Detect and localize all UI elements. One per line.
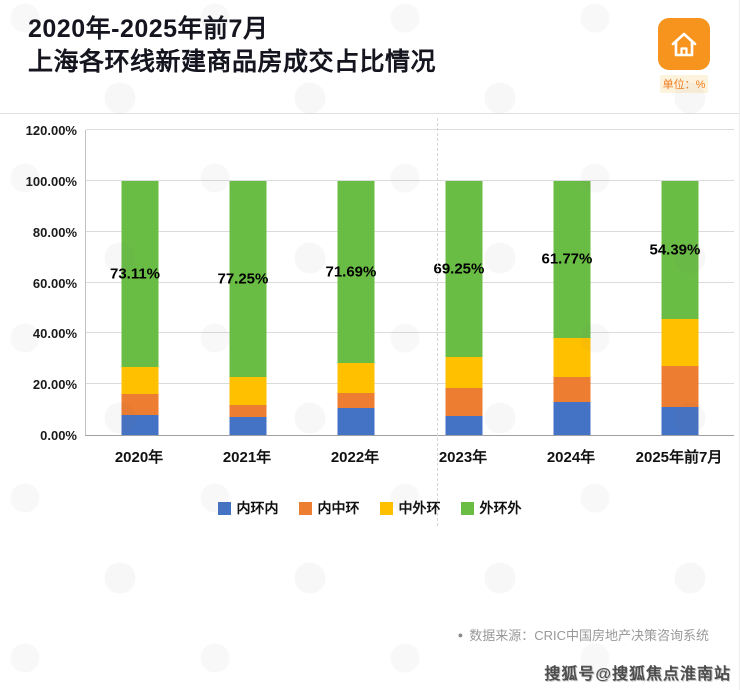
bar-segment-middle-outer-ring [553, 337, 591, 377]
source-text: 数据来源：CRIC中国房地产决策咨询系统 [469, 628, 709, 643]
legend-swatch [217, 501, 231, 515]
bar-segment-inner-middle-ring [229, 404, 267, 418]
bar-segment-inner-ring [337, 408, 375, 435]
bar-segment-middle-outer-ring [337, 363, 375, 394]
bar-value-label: 71.69% [325, 263, 377, 281]
bar-segment-inner-middle-ring [121, 394, 159, 415]
unit-label: 单位：% [659, 75, 709, 93]
bar-segment-middle-outer-ring [121, 366, 159, 395]
bar-group-2021年: 77.25% [194, 130, 302, 435]
legend-item-middle-outer-ring: 中外环 [379, 498, 441, 518]
bar-segment-inner-middle-ring [445, 388, 483, 416]
bar-segment-outer-ring [661, 180, 699, 320]
bar-segment-outer-ring [229, 180, 267, 378]
bar-segment-inner-ring [661, 407, 699, 435]
stacked-bar [229, 180, 267, 435]
bar-value-label: 61.77% [541, 250, 593, 268]
bars: 73.11% 77.25% 71.69% 69.25% 61.77% 54.39% [86, 130, 734, 435]
y-axis-label: 0.00% [40, 428, 77, 443]
fold-line-artifact [437, 118, 438, 526]
legend-label: 内环内 [236, 500, 279, 516]
stacked-bar [553, 180, 591, 435]
legend-label: 内中环 [317, 500, 360, 516]
legend-item-outer-ring: 外环外 [460, 498, 522, 518]
bar-segment-inner-middle-ring [661, 366, 699, 408]
bar-segment-inner-ring [553, 401, 591, 435]
bar-value-label: 54.39% [649, 241, 701, 259]
bar-segment-inner-ring [229, 417, 267, 435]
header-divider [0, 113, 739, 114]
bar-segment-outer-ring [445, 180, 483, 357]
bar-value-label: 69.25% [433, 260, 485, 278]
bar-segment-middle-outer-ring [445, 356, 483, 388]
bar-segment-inner-middle-ring [337, 393, 375, 409]
gridline [86, 281, 734, 283]
legend-label: 中外环 [398, 500, 441, 516]
bar-group-2024年: 61.77% [518, 130, 626, 435]
y-axis-label: 80.00% [32, 224, 77, 240]
y-axis-label: 20.00% [32, 377, 77, 393]
house-icon [658, 18, 710, 70]
watermark-text: 搜狐号@搜狐焦点淮南站 [544, 666, 731, 683]
bar-segment-outer-ring [337, 180, 375, 364]
legend-label: 外环外 [479, 500, 522, 516]
bar-value-label: 73.11% [109, 265, 161, 283]
gridline [86, 230, 734, 232]
legend-item-inner-middle-ring: 内中环 [298, 498, 360, 518]
y-axis-label: 120.00% [25, 123, 77, 138]
title-line-2: 上海各环线新建商品房成交占比情况 [28, 48, 437, 76]
y-axis-label: 60.00% [32, 275, 77, 291]
header: 2020年-2025年前7月 上海各环线新建商品房成交占比情况 单位：% [0, 0, 739, 113]
stacked-bar [445, 180, 483, 435]
bar-segment-inner-ring [445, 415, 483, 435]
bar-segment-inner-ring [121, 414, 159, 435]
x-axis-label: 2024年 [546, 449, 596, 466]
page-title: 2020年-2025年前7月 上海各环线新建商品房成交占比情况 [28, 13, 436, 79]
y-axis-label: 100.00% [25, 173, 77, 189]
legend-item-inner-ring: 内环内 [217, 498, 279, 518]
x-axis-label: 2025年前7月 [635, 449, 723, 466]
stacked-bar [661, 180, 699, 435]
bar-segment-middle-outer-ring [229, 377, 267, 405]
x-axis-label: 2020年 [114, 449, 164, 466]
bar-segment-outer-ring [553, 180, 591, 338]
bar-segment-outer-ring [121, 180, 159, 367]
legend-swatch [379, 501, 393, 515]
x-axis: 2020年 2021年 2022年 2023年 2024年 2025年前7月 [85, 446, 733, 467]
gridline [86, 383, 734, 385]
source-note: ● 数据来源：CRIC中国房地产决策咨询系统 [458, 625, 709, 644]
bar-value-label: 77.25% [217, 270, 269, 288]
stacked-bar [337, 180, 375, 435]
title-line-1: 2020年-2025年前7月 [28, 15, 269, 43]
legend: 内环内 内中环 中外环 外环外 [0, 498, 739, 518]
gridline [86, 129, 734, 130]
stacked-bar [121, 180, 159, 435]
bar-group-2023年: 69.25% [410, 130, 518, 435]
plot-area: 73.11% 77.25% 71.69% 69.25% 61.77% 54.39% 120… [26, 123, 734, 443]
gridline [86, 332, 734, 334]
bar-segment-middle-outer-ring [661, 319, 699, 367]
bullet-icon: ● [457, 630, 464, 640]
bar-segment-inner-middle-ring [553, 376, 591, 402]
gridline [86, 179, 734, 181]
logo-block: 单位：% [655, 18, 713, 93]
legend-swatch [298, 501, 312, 515]
legend-swatch [460, 501, 474, 515]
bar-group-2025年前7月: 54.39% [626, 130, 734, 435]
x-axis-label: 2021年 [222, 449, 272, 466]
bar-group-2020年: 73.11% [86, 130, 194, 435]
bar-group-2022年: 71.69% [302, 130, 410, 435]
x-axis-label: 2023年 [438, 449, 488, 466]
y-axis-label: 40.00% [32, 326, 77, 342]
x-axis-label: 2022年 [330, 449, 380, 466]
